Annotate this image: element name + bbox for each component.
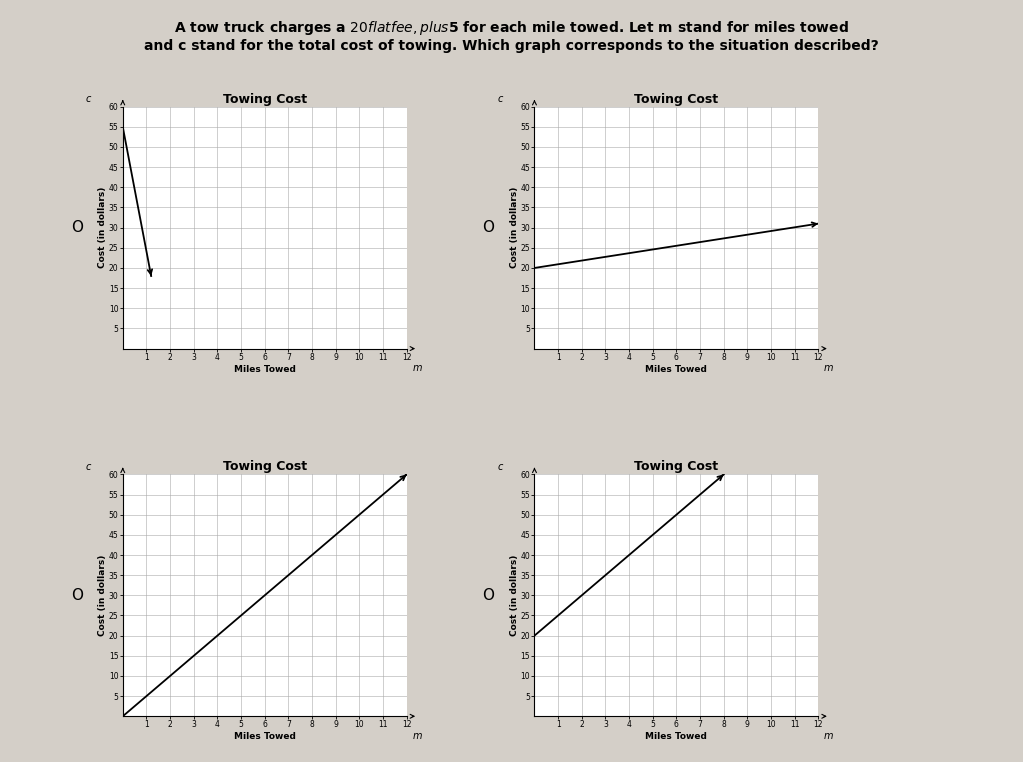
- Title: Towing Cost: Towing Cost: [223, 92, 307, 105]
- X-axis label: Miles Towed: Miles Towed: [646, 732, 707, 741]
- Y-axis label: Cost (in dollars): Cost (in dollars): [510, 555, 519, 636]
- Text: O: O: [71, 588, 83, 603]
- Text: m: m: [412, 731, 421, 741]
- Text: c: c: [86, 462, 91, 472]
- X-axis label: Miles Towed: Miles Towed: [646, 364, 707, 373]
- Text: c: c: [86, 94, 91, 104]
- Text: A tow truck charges a $20 flat fee, plus $5 for each mile towed. Let m stand for: A tow truck charges a $20 flat fee, plus…: [144, 19, 879, 53]
- Text: m: m: [825, 363, 834, 373]
- Text: c: c: [497, 462, 503, 472]
- Text: O: O: [483, 588, 494, 603]
- Y-axis label: Cost (in dollars): Cost (in dollars): [510, 187, 519, 268]
- Title: Towing Cost: Towing Cost: [223, 460, 307, 473]
- Title: Towing Cost: Towing Cost: [634, 460, 718, 473]
- X-axis label: Miles Towed: Miles Towed: [234, 364, 296, 373]
- Text: m: m: [825, 731, 834, 741]
- Title: Towing Cost: Towing Cost: [634, 92, 718, 105]
- Text: c: c: [497, 94, 503, 104]
- Y-axis label: Cost (in dollars): Cost (in dollars): [98, 555, 107, 636]
- Y-axis label: Cost (in dollars): Cost (in dollars): [98, 187, 107, 268]
- Text: O: O: [71, 220, 83, 235]
- X-axis label: Miles Towed: Miles Towed: [234, 732, 296, 741]
- Text: m: m: [412, 363, 421, 373]
- Text: O: O: [483, 220, 494, 235]
